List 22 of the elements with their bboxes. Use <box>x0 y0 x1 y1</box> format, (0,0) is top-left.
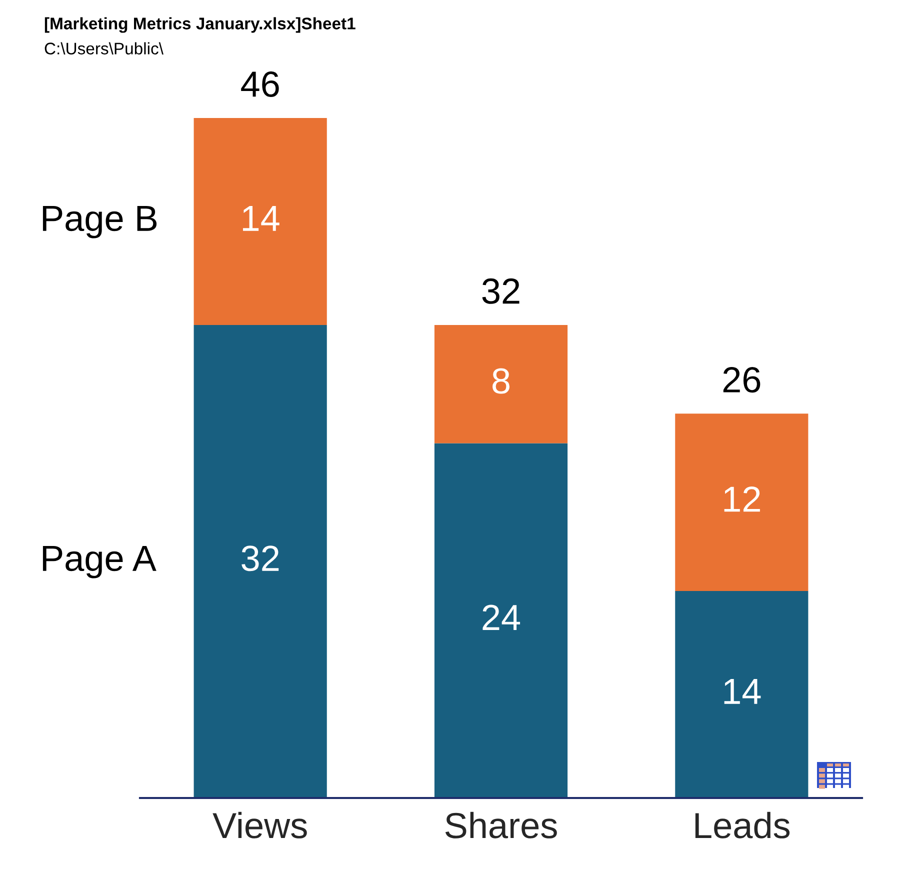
data-label: 32 <box>242 546 279 572</box>
total-label: 46 <box>241 71 279 97</box>
series-label: Page A <box>42 546 156 578</box>
x-tick-label: Shares <box>445 812 557 838</box>
x-tick-label: Leads <box>695 812 790 838</box>
total-label: 32 <box>482 278 520 304</box>
bar <box>194 324 327 798</box>
data-label: 14 <box>724 679 761 704</box>
data-label: 8 <box>492 368 510 394</box>
series-label: Page B <box>42 206 157 238</box>
bar <box>434 324 568 444</box>
data-label: 14 <box>243 206 280 231</box>
x-tick-label: Views <box>212 812 307 838</box>
data-label: 12 <box>724 486 760 512</box>
chart-title: [Marketing Metrics January.xlsx]Sheet1 <box>44 17 356 33</box>
bar <box>194 118 327 325</box>
bar <box>434 443 568 798</box>
total-label: 26 <box>723 367 760 393</box>
data-label: 24 <box>482 604 520 630</box>
bar <box>675 414 808 592</box>
chart-subtitle: C:\Users\Public\ <box>44 42 164 54</box>
bar <box>675 591 808 798</box>
